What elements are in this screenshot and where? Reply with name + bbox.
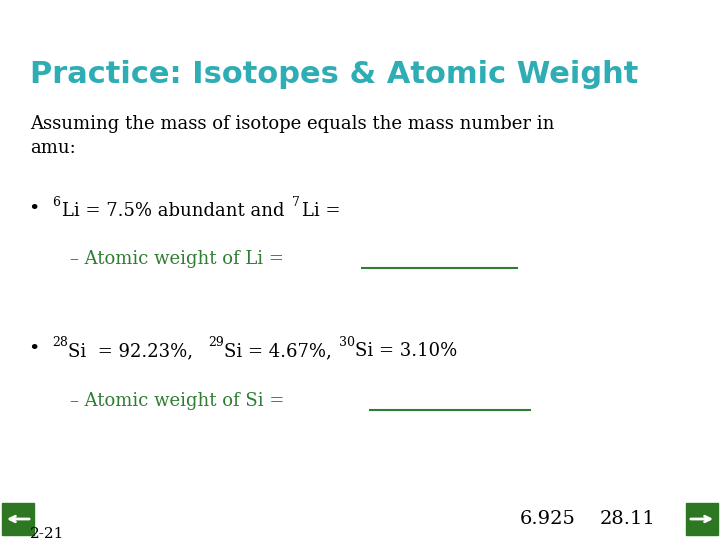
Text: – Atomic weight of Li =: – Atomic weight of Li = <box>70 250 289 268</box>
Text: 2-21: 2-21 <box>30 527 64 540</box>
Text: Assuming the mass of isotope equals the mass number in
amu:: Assuming the mass of isotope equals the … <box>30 115 554 157</box>
Text: 30: 30 <box>339 336 355 349</box>
Text: Li =: Li = <box>302 202 341 220</box>
Text: – Atomic weight of Si =: – Atomic weight of Si = <box>70 392 290 410</box>
Text: 6: 6 <box>52 196 60 209</box>
Text: •: • <box>28 200 40 218</box>
Text: Si = 3.10%: Si = 3.10% <box>355 342 457 360</box>
Text: 28.11: 28.11 <box>600 510 656 528</box>
Text: 28: 28 <box>52 336 68 349</box>
FancyBboxPatch shape <box>686 503 718 535</box>
Text: Li = 7.5% abundant and: Li = 7.5% abundant and <box>62 202 290 220</box>
Text: Si  = 92.23%,: Si = 92.23%, <box>68 342 193 360</box>
Text: Si = 4.67%,: Si = 4.67%, <box>224 342 332 360</box>
Text: 29: 29 <box>208 336 224 349</box>
Text: 7: 7 <box>292 196 300 209</box>
Text: •: • <box>28 340 40 358</box>
Text: 6.925: 6.925 <box>520 510 576 528</box>
Text: Practice: Isotopes & Atomic Weight: Practice: Isotopes & Atomic Weight <box>30 60 639 89</box>
FancyBboxPatch shape <box>2 503 34 535</box>
